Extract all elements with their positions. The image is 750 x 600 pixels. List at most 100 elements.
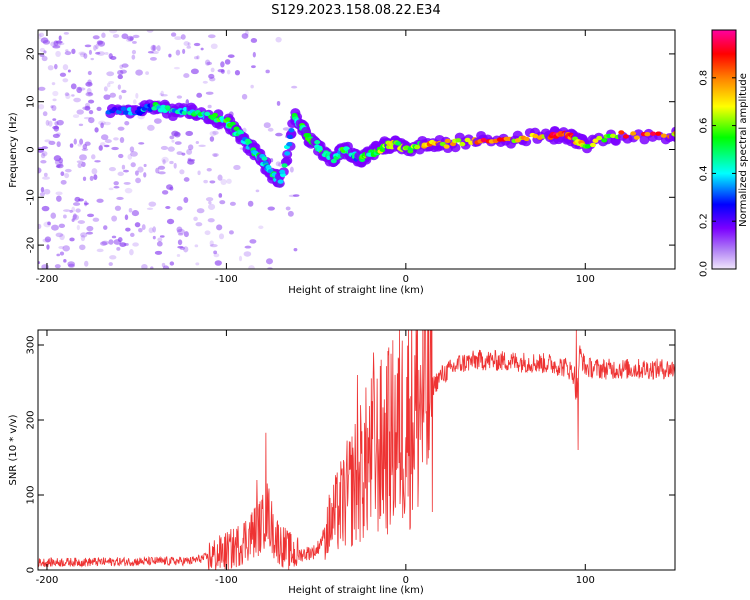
noise-blob — [82, 176, 87, 182]
x-tick-label: 0 — [403, 274, 409, 285]
noise-blob — [243, 251, 252, 257]
noise-blob — [160, 145, 169, 151]
trace-point — [532, 133, 539, 139]
noise-blob — [186, 148, 193, 155]
trace-point — [618, 130, 625, 135]
noise-blob — [58, 35, 62, 41]
trace-point — [592, 138, 599, 143]
noise-blob — [38, 103, 45, 110]
trace-point — [330, 158, 337, 164]
noise-blob — [96, 106, 102, 112]
spectrogram-marks — [38, 30, 683, 269]
noise-blob — [204, 59, 211, 66]
noise-blob — [96, 248, 104, 253]
trace-point — [395, 141, 402, 146]
noise-blob — [117, 237, 123, 243]
noise-blob — [88, 117, 95, 124]
noise-blob — [162, 159, 166, 165]
noise-blob — [146, 30, 154, 33]
noise-blob — [185, 130, 194, 137]
noise-blob — [146, 207, 154, 211]
spectrogram-y-label: Frequency (Hz) — [8, 112, 19, 188]
noise-blob — [76, 160, 84, 164]
noise-blob — [84, 260, 89, 267]
noise-blob — [267, 206, 276, 211]
noise-blob — [79, 154, 87, 161]
noise-blob — [183, 231, 189, 238]
noise-blob — [51, 82, 56, 86]
noise-blob — [213, 253, 220, 258]
noise-blob — [48, 120, 53, 127]
noise-blob — [196, 55, 200, 60]
noise-blob — [118, 153, 124, 159]
trace-point — [677, 133, 683, 137]
trace-point — [480, 137, 487, 143]
noise-blob — [116, 247, 121, 251]
noise-blob — [218, 233, 225, 240]
noise-blob — [234, 69, 241, 76]
noise-blob — [250, 84, 254, 89]
noise-blob — [100, 241, 108, 246]
trace-point — [660, 133, 667, 138]
noise-blob — [131, 49, 137, 55]
noise-blob — [238, 255, 243, 262]
noise-blob — [131, 210, 140, 217]
noise-blob — [165, 206, 171, 209]
noise-blob — [193, 56, 199, 60]
noise-blob — [250, 37, 258, 43]
noise-blob — [187, 144, 194, 151]
noise-blob — [155, 167, 160, 174]
noise-blob — [65, 93, 71, 100]
trace-halo — [674, 134, 675, 140]
noise-blob — [76, 224, 80, 231]
noise-blob — [38, 86, 46, 91]
noise-blob — [204, 230, 211, 236]
noise-blob — [76, 109, 84, 115]
noise-blob — [95, 51, 101, 55]
noise-blob — [55, 40, 63, 44]
noise-blob — [152, 235, 156, 240]
noise-blob — [203, 179, 208, 184]
trace-point — [212, 112, 219, 118]
noise-blob — [108, 262, 113, 267]
y-tick-label: -20 — [26, 237, 37, 253]
noise-blob — [92, 35, 100, 40]
noise-blob — [100, 134, 109, 141]
noise-blob — [207, 34, 216, 39]
noise-blob — [179, 246, 186, 250]
noise-blob — [175, 49, 181, 56]
trace-point — [676, 133, 682, 137]
noise-blob — [219, 200, 226, 205]
trace-point — [305, 133, 312, 138]
noise-blob — [176, 95, 183, 99]
noise-blob — [93, 174, 98, 181]
noise-blob — [60, 179, 67, 185]
noise-blob — [64, 168, 72, 173]
snr-frame — [37, 329, 676, 571]
trace-point — [677, 133, 683, 137]
noise-blob — [72, 213, 77, 220]
noise-blob — [202, 80, 208, 84]
noise-blob — [157, 237, 163, 242]
y-tick-label: -10 — [26, 189, 37, 205]
noise-blob — [92, 217, 100, 222]
noise-blob — [40, 186, 45, 193]
y-tick-label: 300 — [26, 335, 37, 354]
trace-point — [444, 138, 451, 144]
y-tick-label: 100 — [26, 485, 37, 504]
noise-blob — [63, 214, 67, 219]
noise-blob — [39, 53, 45, 58]
noise-blob — [135, 92, 139, 99]
noise-blob — [161, 190, 169, 195]
colorbar-label: Normalized spectral amplitude — [738, 73, 749, 227]
noise-blob — [85, 91, 94, 97]
noise-blob — [289, 166, 294, 173]
noise-blob — [63, 32, 69, 35]
noise-blob — [228, 230, 234, 235]
noise-blob — [147, 124, 155, 131]
noise-blob — [109, 255, 117, 260]
noise-blob — [79, 52, 86, 58]
noise-blob — [69, 209, 73, 213]
noise-blob — [220, 69, 225, 74]
